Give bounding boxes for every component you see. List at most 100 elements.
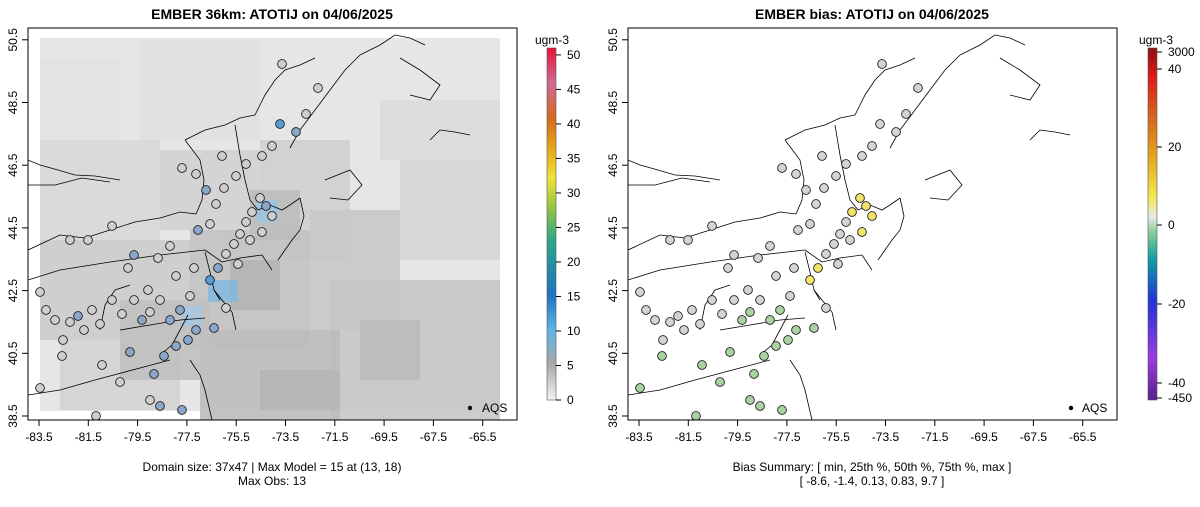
observation-site-marker [189,263,199,273]
y-tick-label: 44.5 [606,216,620,240]
x-tick-label: -71.5 [921,430,949,444]
right-legend: AQS [1068,401,1107,415]
x-tick-label: -69.5 [970,430,998,444]
bias-site-marker [831,171,841,181]
bias-site-marker [755,295,765,305]
observation-site-marker [221,303,231,313]
observation-site-marker [213,263,223,273]
x-tick-label: -75.5 [823,430,851,444]
observation-site-marker [229,239,239,249]
y-tick-label: 42.5 [6,279,20,303]
right-x-axis: -83.5 -81.5 -79.5 -77.5 -75.5 -73.5 -71.5 -69.5… [625,420,1097,444]
observation-site-marker [267,141,277,151]
bias-site-marker [811,199,821,209]
state-boundaries [28,34,471,420]
colorbar-tick-label: 20 [1168,140,1182,154]
bias-site-marker [743,285,753,295]
left-caption-line1: Domain size: 37x47 | Max Model = 15 at (… [143,460,402,474]
observation-site-marker [313,83,323,93]
y-tick-label: 42.5 [606,279,620,303]
observation-site-marker [145,307,155,317]
right-map-area [628,28,1117,420]
x-tick-label: -77.5 [173,430,201,444]
observation-site-marker [129,295,139,305]
bias-site-marker [891,127,901,137]
colorbar-tick-label: -450 [1168,391,1192,405]
observation-site-marker [177,405,187,415]
right-legend-label: AQS [1082,401,1107,415]
x-tick-label: -75.5 [223,430,251,444]
observation-site-marker [277,59,287,69]
observation-site-marker [143,285,153,295]
bias-site-marker [749,369,759,379]
x-tick-label: -71.5 [321,430,349,444]
bias-site-marker [845,235,855,245]
bias-site-marker [641,305,651,315]
observation-site-marker [261,201,271,211]
observation-site-marker [125,347,135,357]
bias-site-marker [841,217,851,227]
colorbar-tick-label: 5 [567,358,574,372]
observation-site-marker [291,127,301,137]
left-colorbar-scale [546,47,557,401]
bias-site-marker [673,311,683,321]
bias-site-marker [877,59,887,69]
legend-dot-icon [467,405,473,411]
bias-site-marker [913,83,923,93]
bias-site-marker [679,325,689,335]
observation-site-marker [65,317,75,327]
x-tick-label: -83.5 [25,430,53,444]
right-caption-line2: [ -8.6, -1.4, 0.13, 0.83, 9.7 ] [800,474,945,488]
observation-site-marker [185,291,195,301]
observation-site-marker [231,171,241,181]
observation-site-marker [275,119,285,129]
bias-site-marker [635,287,645,297]
bias-site-marker [783,335,793,345]
observation-site-marker [191,169,201,179]
observation-site-marker [241,217,251,227]
bias-site-marker [777,405,787,415]
bias-site-marker [729,250,739,260]
right-colorbar: ugm-3 3000 40 20 0 -20 -40-450 [1139,33,1195,405]
observation-site-marker [123,263,133,273]
observation-site-marker [257,227,267,237]
y-tick-label: 48.5 [606,90,620,114]
bias-site-marker [658,335,668,345]
observation-site-marker [97,360,107,370]
bias-site-marker [753,253,763,263]
observation-site-marker [217,151,227,161]
bias-site-marker [813,263,823,273]
x-tick-label: -83.5 [625,430,653,444]
left-legend-label: AQS [482,401,507,415]
bias-site-marker [687,305,697,315]
bias-site-marker [829,239,839,249]
right-colorbar-scale [1147,47,1158,401]
observation-site-marker [201,185,211,195]
bias-site-marker [817,151,827,161]
bias-site-marker [791,325,801,335]
observation-site-marker [233,259,243,269]
observation-site-marker [245,235,255,245]
bias-site-marker [771,271,781,281]
x-tick-label: -69.5 [370,430,398,444]
left-caption-line2: Max Obs: 13 [238,474,306,488]
bias-site-marker [745,307,755,317]
observation-site-marker [79,325,89,335]
bias-site-marker [793,225,803,235]
bias-site-marker [875,119,885,129]
observation-site-marker [255,193,265,203]
observation-site-marker [117,309,127,319]
observation-site-marker [35,383,45,393]
observation-site-marker [57,351,67,361]
x-tick-label: -67.5 [1020,430,1048,444]
left-panel-title: EMBER 36km: ATOTIJ on 04/06/2025 [151,6,393,22]
bias-site-marker [755,401,765,411]
y-tick-label: 44.5 [6,216,20,240]
left-y-axis: 38.5 40.5 42.5 44.5 46.5 48.5 50.5 [6,28,28,428]
observation-site-marker [149,369,159,379]
bias-site-marker [725,347,735,357]
bias-site-marker [861,201,871,211]
x-tick-label: -73.5 [272,430,300,444]
observation-site-marker [65,235,75,245]
